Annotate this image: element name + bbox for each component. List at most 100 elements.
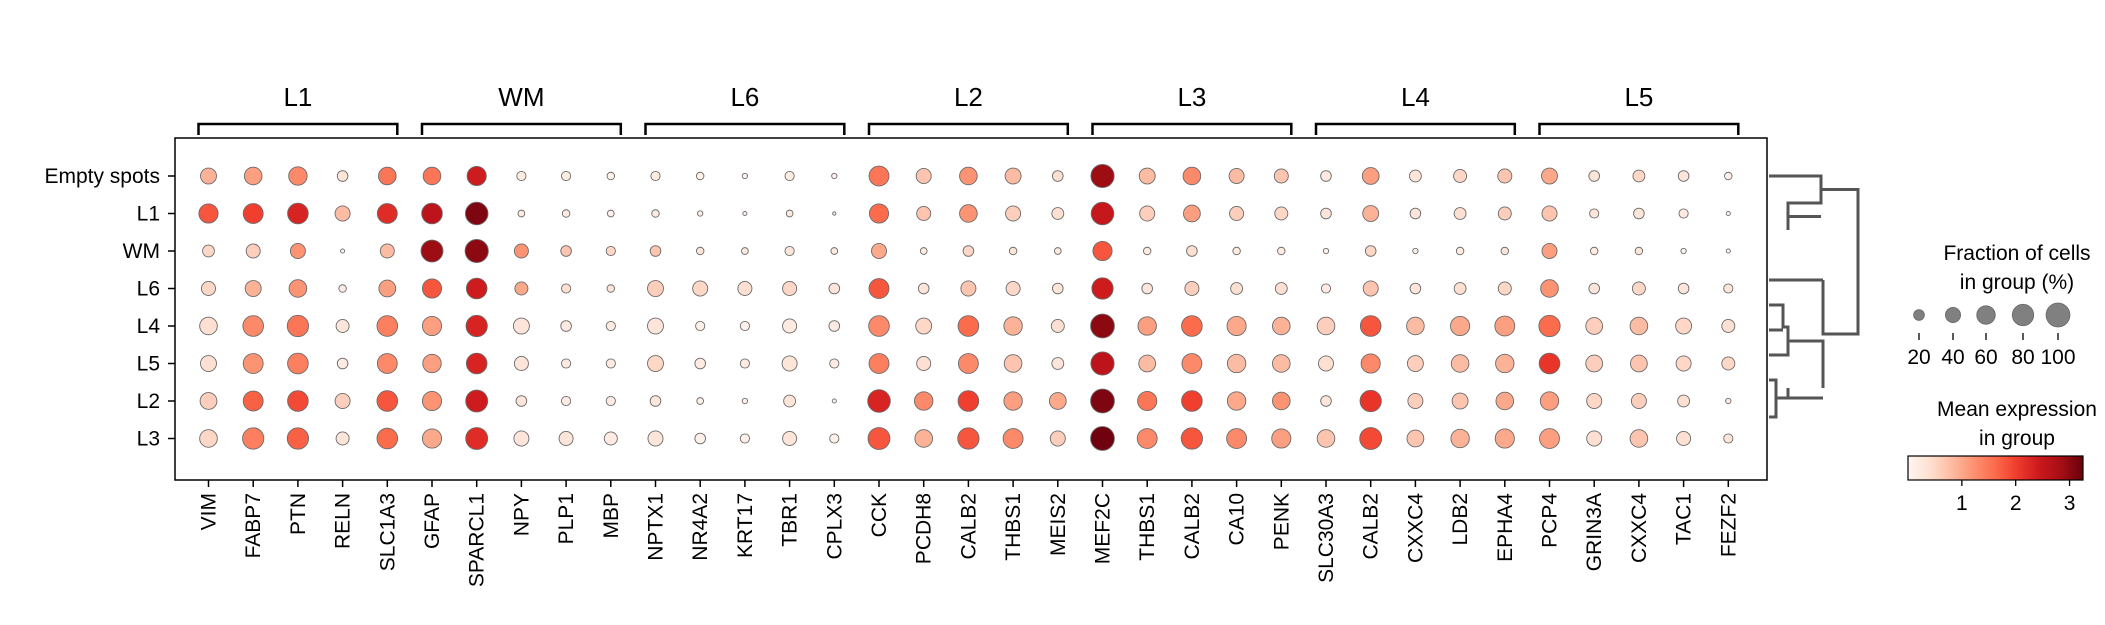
dot: [695, 171, 705, 181]
dot: [1184, 281, 1200, 296]
dot: [1003, 354, 1023, 373]
dot: [1092, 240, 1113, 262]
gene-labels: VIM FABP7 PTN RELN SLC1A3 GFAP SPARCL1 NPY PLP1 M…: [198, 480, 1740, 587]
dot: [695, 246, 705, 256]
dot: [959, 204, 978, 223]
dot: [959, 166, 978, 186]
dot: [1725, 210, 1731, 217]
dot: [287, 352, 309, 375]
dot: [1362, 205, 1380, 222]
dot: [1450, 354, 1470, 373]
dot: [1274, 206, 1289, 221]
dot: [1725, 397, 1732, 405]
dot: [1090, 201, 1115, 226]
dot: [1630, 393, 1647, 409]
dot: [1586, 430, 1603, 447]
dot: [335, 431, 350, 446]
dot: [914, 429, 933, 448]
gene-label: PENK: [1270, 493, 1293, 550]
gene-label: NPY: [510, 493, 533, 536]
dot: [1137, 390, 1158, 412]
dot: [376, 203, 398, 224]
dot: [1003, 316, 1023, 336]
size-legend-dot: [2045, 302, 2071, 328]
gene-label: TBR1: [779, 493, 802, 547]
dot: [1364, 245, 1377, 257]
dot: [647, 280, 664, 297]
dot: [244, 280, 262, 297]
colorbar-label: 3: [2064, 492, 2076, 515]
dot: [465, 314, 488, 338]
dot: [1589, 246, 1599, 256]
gene-label: PCP4: [1539, 493, 1562, 548]
dot: [1539, 391, 1560, 411]
dot: [376, 353, 398, 374]
dot: [1053, 247, 1062, 255]
gene-label: NPTX1: [645, 493, 668, 561]
dot: [1360, 353, 1381, 374]
dot: [334, 205, 351, 222]
gene-label: CA10: [1226, 493, 1249, 546]
dot: [288, 166, 308, 186]
dot: [960, 280, 977, 297]
gene-label: CALB2: [957, 493, 980, 560]
dot: [1141, 282, 1153, 295]
dot: [1229, 206, 1245, 221]
gene-label: KRT17: [734, 493, 757, 558]
dot: [1453, 282, 1467, 295]
dot: [649, 245, 662, 257]
dot: [915, 317, 933, 335]
group-label: L6: [730, 82, 759, 112]
plot-frame: [174, 137, 1768, 481]
colorbar-label: 2: [2010, 492, 2022, 515]
dot: [1320, 170, 1332, 182]
dot: [1138, 167, 1156, 185]
dot: [198, 203, 219, 224]
gene-label: THBS1: [1002, 493, 1025, 561]
dendrogram-branch: [1788, 339, 1825, 388]
dot: [1181, 353, 1203, 374]
gene-label: EPHA4: [1494, 493, 1517, 562]
dot: [561, 209, 571, 218]
dot: [695, 320, 706, 332]
dot: [1677, 282, 1690, 295]
gene-label: LDB2: [1449, 493, 1472, 546]
dot: [561, 170, 572, 182]
dot: [916, 356, 932, 371]
dot: [1539, 428, 1560, 449]
dot: [1409, 282, 1422, 295]
color-legend-title-line2: in group: [1979, 427, 2055, 450]
dot: [1226, 315, 1247, 337]
gene-label: MEF2C: [1092, 493, 1115, 564]
group-bracket: [1538, 122, 1740, 135]
dot: [781, 355, 798, 372]
dot: [421, 390, 443, 412]
dot: [1049, 430, 1066, 447]
dot: [1453, 207, 1467, 220]
dot: [1541, 243, 1558, 259]
dot: [560, 320, 572, 332]
dot: [1629, 429, 1649, 448]
dot: [1137, 316, 1157, 336]
dot: [1588, 170, 1600, 182]
dot: [287, 390, 309, 412]
dot: [465, 389, 489, 413]
group-bracket: [1091, 122, 1293, 135]
dot: [1232, 246, 1241, 256]
dot: [1186, 245, 1198, 257]
dot: [558, 431, 574, 446]
dendrogram-branch: [1769, 174, 1823, 230]
dot: [561, 358, 572, 369]
dot: [1362, 280, 1379, 297]
dot: [962, 245, 975, 257]
dot: [694, 357, 706, 370]
dot: [1588, 282, 1600, 295]
dot: [868, 278, 890, 299]
gene-label: THBS1: [1136, 493, 1159, 561]
dot: [1359, 427, 1383, 450]
dot: [1051, 357, 1065, 370]
dot: [1455, 246, 1465, 256]
dot: [200, 167, 217, 185]
dot: [1142, 246, 1152, 256]
dot: [242, 427, 265, 450]
